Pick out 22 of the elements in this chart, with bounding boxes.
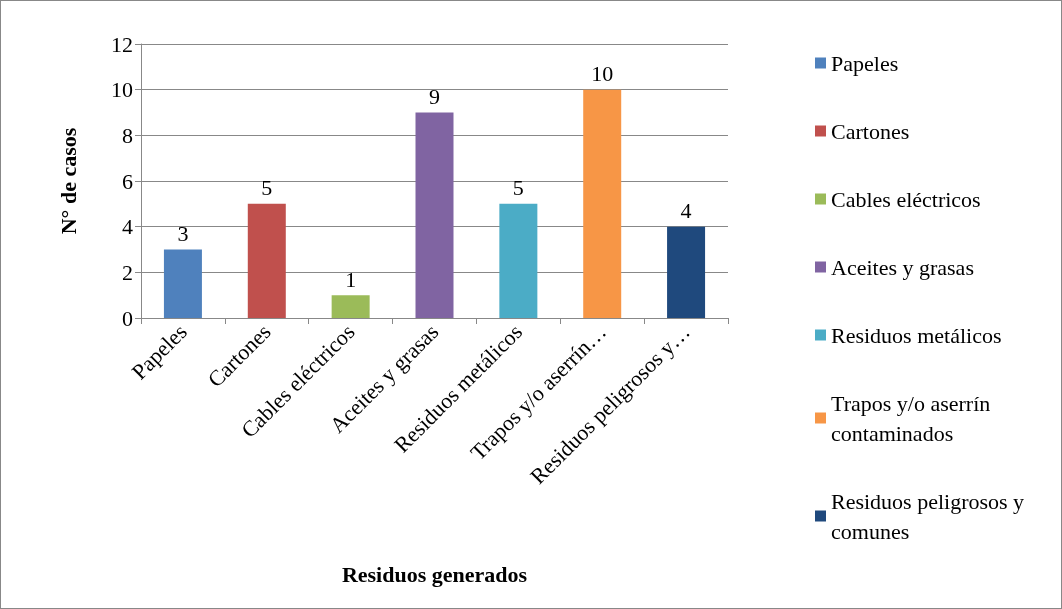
y-tick-label: 4	[122, 214, 133, 240]
data-label: 1	[345, 266, 357, 292]
y-tick-label: 2	[122, 259, 133, 285]
y-tick-label: 8	[122, 122, 133, 148]
data-label: 5	[261, 175, 273, 201]
data-label: 9	[429, 84, 440, 109]
legend-label: Papeles	[831, 50, 899, 76]
legend-label: Trapos y/o aserrín contaminados	[831, 390, 996, 446]
y-tick-label: 0	[122, 305, 133, 331]
legend-label: Cables eléctricos	[831, 186, 981, 212]
y-tick-label: 12	[111, 31, 133, 57]
y-tick-label: 6	[122, 168, 133, 194]
x-axis-title: Residuos generados	[341, 561, 528, 587]
legend-label: Cartones	[831, 118, 910, 144]
legend-label: Residuos peligrosos y comunes	[831, 488, 1030, 544]
data-label: 3	[177, 221, 189, 246]
y-tick-label: 10	[111, 77, 133, 103]
data-label: 4	[680, 198, 692, 224]
data-label: 5	[512, 175, 524, 201]
y-axis-title: N° de casos	[55, 127, 81, 235]
legend-label: Aceites y grasas	[831, 254, 974, 280]
data-label: 10	[591, 61, 614, 87]
